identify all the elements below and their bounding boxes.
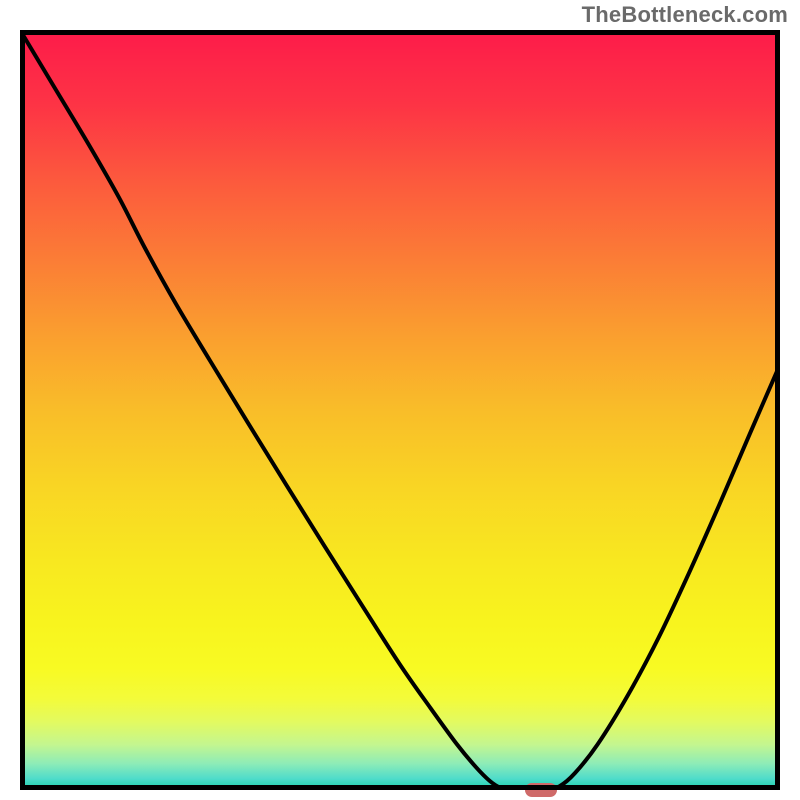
chart-container: TheBottleneck.com xyxy=(0,0,800,800)
watermark-text: TheBottleneck.com xyxy=(582,2,788,28)
gradient-background xyxy=(20,30,780,790)
minimum-marker xyxy=(525,783,557,797)
plot-area xyxy=(20,30,780,790)
